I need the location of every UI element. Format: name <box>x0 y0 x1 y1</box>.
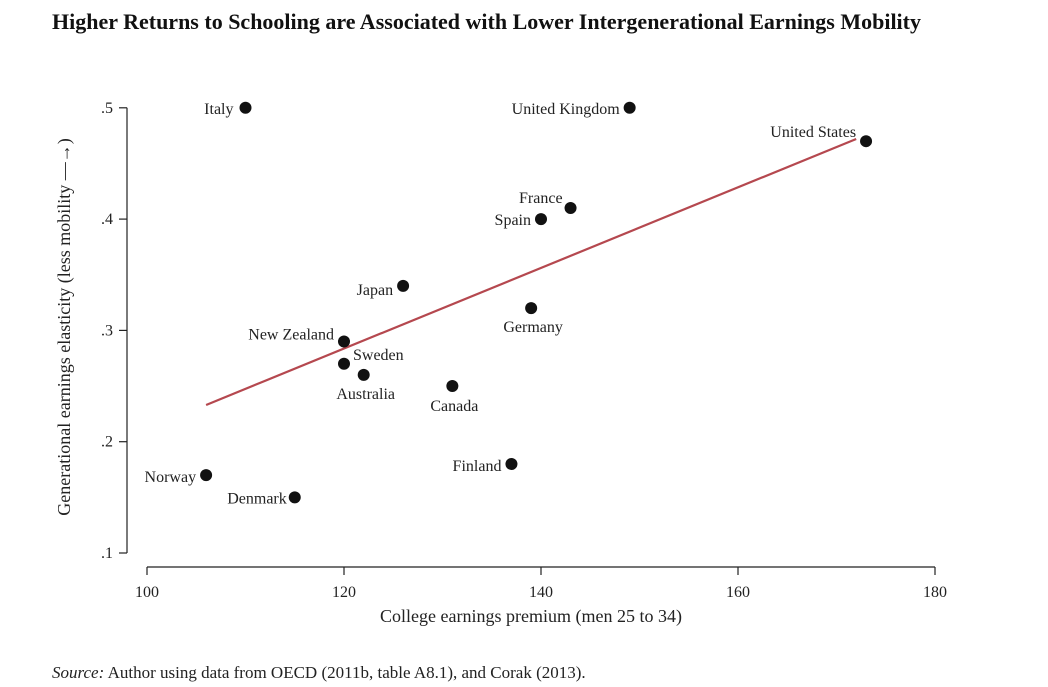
point-marker <box>525 302 538 315</box>
point-italy: Italy <box>204 101 252 118</box>
point-marker <box>564 201 577 214</box>
point-label: Finland <box>453 458 502 475</box>
point-label: Norway <box>145 469 197 486</box>
fit-line <box>205 137 857 406</box>
point-denmark: Denmark <box>227 490 301 507</box>
x-axis-title: College earnings premium (men 25 to 34) <box>380 606 682 627</box>
point-label: France <box>519 190 563 207</box>
point-marker <box>397 279 410 292</box>
point-label: New Zealand <box>248 327 334 344</box>
point-marker <box>623 101 636 114</box>
fit-line-group <box>205 137 857 406</box>
point-spain: Spain <box>495 212 547 229</box>
point-marker <box>338 357 350 370</box>
point-canada: Canada <box>430 380 478 415</box>
point-united-kingdom: United Kingdom <box>512 101 636 118</box>
point-germany: Germany <box>503 302 563 336</box>
x-tick-label: 180 <box>923 584 947 601</box>
point-marker <box>357 368 370 381</box>
y-tick-label: .1 <box>101 545 113 562</box>
point-label: United States <box>770 124 856 141</box>
data-points: Italy United Kingdom United States France Sp… <box>145 101 873 507</box>
point-label: Japan <box>357 282 393 299</box>
source-note: Source: Author using data from OECD (201… <box>52 663 586 683</box>
x-tick-label: 140 <box>529 584 553 601</box>
point-marker <box>338 335 350 348</box>
point-label: Italy <box>204 101 233 118</box>
point-norway: Norway <box>145 469 213 486</box>
point-label: Sweden <box>353 347 404 364</box>
point-australia: Australia <box>336 368 395 403</box>
point-label: Spain <box>495 212 531 229</box>
point-label: United Kingdom <box>512 101 621 118</box>
x-tick-label: 120 <box>332 584 356 601</box>
point-marker <box>200 469 213 482</box>
point-marker <box>288 491 301 504</box>
point-japan: Japan <box>357 279 410 299</box>
source-text: Author using data from OECD (2011b, tabl… <box>107 663 586 682</box>
source-label: Source: <box>52 663 105 682</box>
chart-title: Higher Returns to Schooling are Associat… <box>52 9 921 34</box>
axes: .1 .2 .3 .4 .5 100 120 140 160 180 <box>101 100 947 601</box>
x-tick-label: 160 <box>726 584 750 601</box>
x-tick-label: 100 <box>135 584 159 601</box>
point-united-states: United States <box>770 124 873 148</box>
y-tick-label: .2 <box>101 434 113 451</box>
scatter-chart: .1 .2 .3 .4 .5 100 120 140 160 180 Italy United Ki… <box>54 100 947 627</box>
point-label: Germany <box>503 319 563 336</box>
point-france: France <box>519 190 577 214</box>
y-axis-title: Generational earnings elasticity (less m… <box>54 138 75 515</box>
point-marker <box>505 457 518 470</box>
point-marker <box>535 213 547 226</box>
point-marker <box>239 101 252 114</box>
point-marker <box>860 135 873 148</box>
point-new-zealand: New Zealand <box>248 327 350 348</box>
y-tick-label: .3 <box>101 322 113 339</box>
point-sweden: Sweden <box>338 347 404 370</box>
y-tick-label: .5 <box>101 100 113 117</box>
y-tick-label: .4 <box>101 211 113 228</box>
point-label: Canada <box>430 398 478 415</box>
point-label: Australia <box>336 386 395 403</box>
point-finland: Finland <box>453 457 518 475</box>
point-label: Denmark <box>227 490 287 507</box>
point-marker <box>446 380 459 393</box>
